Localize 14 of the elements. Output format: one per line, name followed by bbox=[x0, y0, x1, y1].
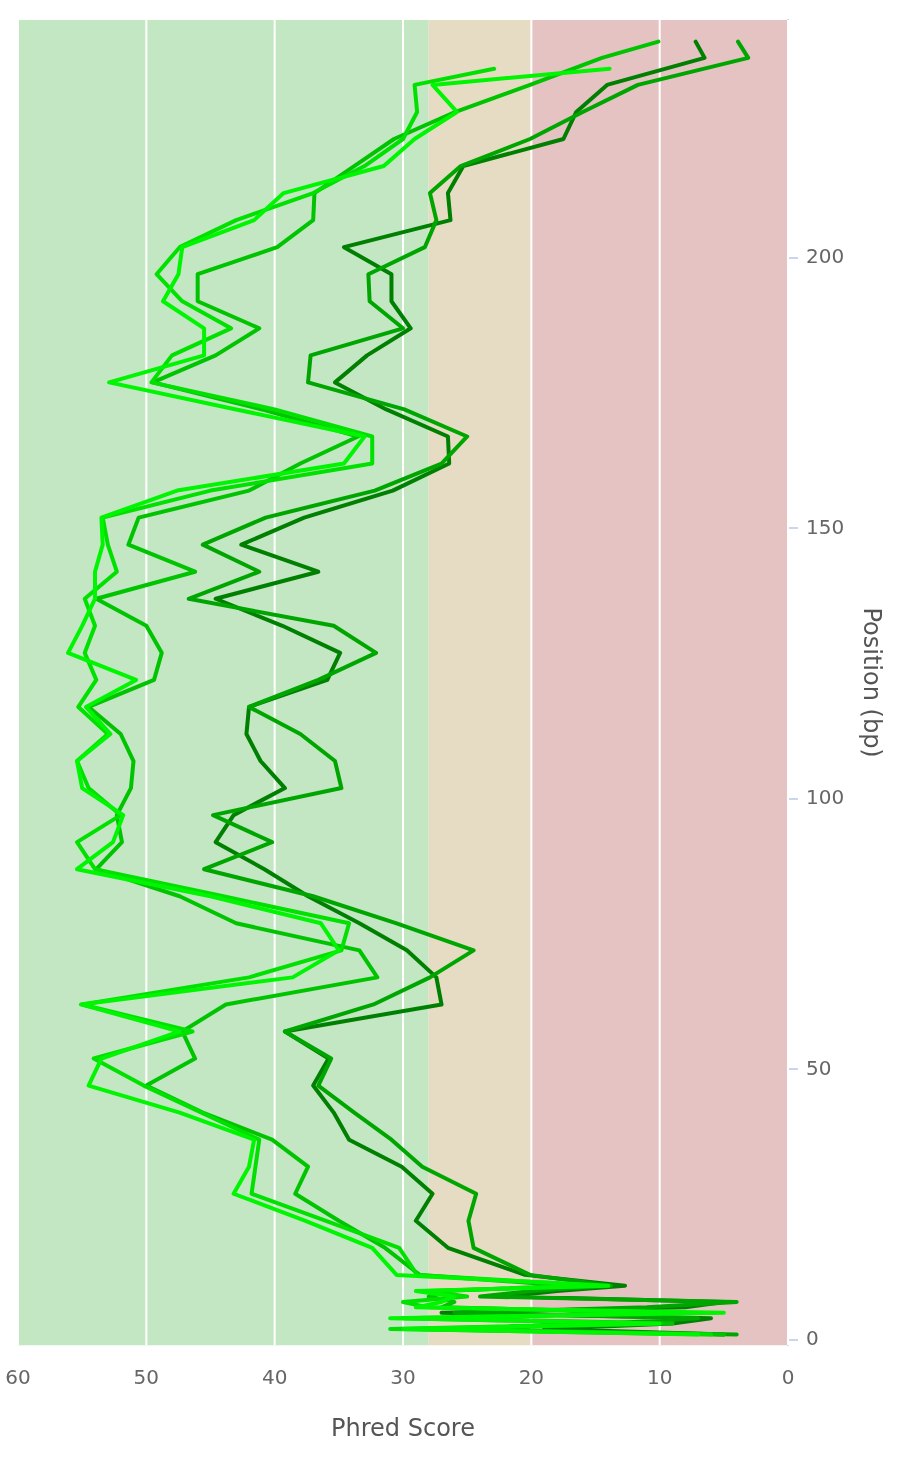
y-tick-label: 0 bbox=[806, 1325, 819, 1350]
x-tick-label: 30 bbox=[390, 1365, 416, 1390]
y-tick-label: 200 bbox=[806, 244, 845, 269]
x-tick-label: 40 bbox=[261, 1365, 288, 1390]
x-tick-label: 0 bbox=[781, 1365, 795, 1390]
x-tick-label: 50 bbox=[133, 1365, 160, 1390]
y-tick-label: 150 bbox=[806, 514, 845, 539]
y-tick-label: 50 bbox=[806, 1055, 832, 1080]
y-axis-title: Position (bp) bbox=[858, 607, 887, 758]
y-tick-label: 100 bbox=[806, 785, 845, 810]
x-tick-label: 60 bbox=[5, 1365, 31, 1390]
x-axis-title: Phred Score bbox=[331, 1413, 475, 1442]
x-tick-label: 20 bbox=[518, 1365, 545, 1390]
x-tick-label: 10 bbox=[646, 1365, 673, 1390]
